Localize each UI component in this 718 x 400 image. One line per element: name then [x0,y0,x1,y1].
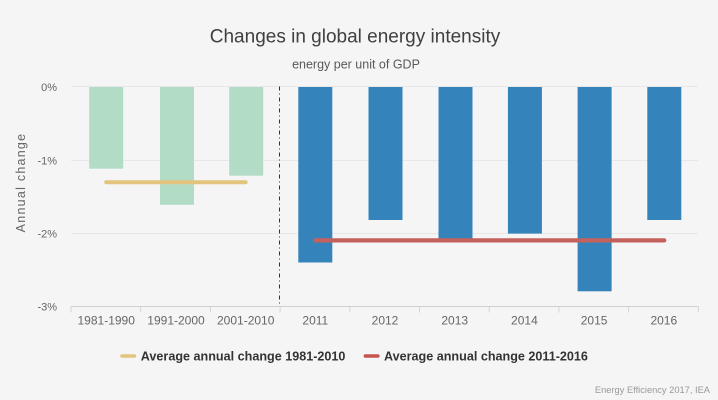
svg-text:-2%: -2% [37,228,57,240]
svg-text:2001-2010: 2001-2010 [217,313,275,327]
svg-text:Changes in global energy inten: Changes in global energy intensity [210,27,501,48]
svg-text:Annual change: Annual change [14,133,28,233]
svg-text:2012: 2012 [372,313,399,327]
svg-text:2014: 2014 [511,313,538,327]
svg-text:-3%: -3% [37,301,57,313]
svg-text:1991-2000: 1991-2000 [147,313,205,327]
svg-text:Energy Efficiency 2017, IEA: Energy Efficiency 2017, IEA [595,385,711,395]
svg-text:2011: 2011 [302,313,328,327]
svg-text:0%: 0% [41,82,57,94]
svg-text:1981-1990: 1981-1990 [78,313,136,327]
svg-text:Average annual change 2011-201: Average annual change 2011-2016 [384,349,588,363]
svg-text:2015: 2015 [581,313,608,327]
svg-text:energy per unit of GDP: energy per unit of GDP [292,57,420,71]
svg-text:-1%: -1% [37,155,57,167]
svg-text:2016: 2016 [650,313,677,327]
svg-text:2013: 2013 [441,313,468,327]
svg-text:Average annual change 1981-201: Average annual change 1981-2010 [141,349,346,363]
